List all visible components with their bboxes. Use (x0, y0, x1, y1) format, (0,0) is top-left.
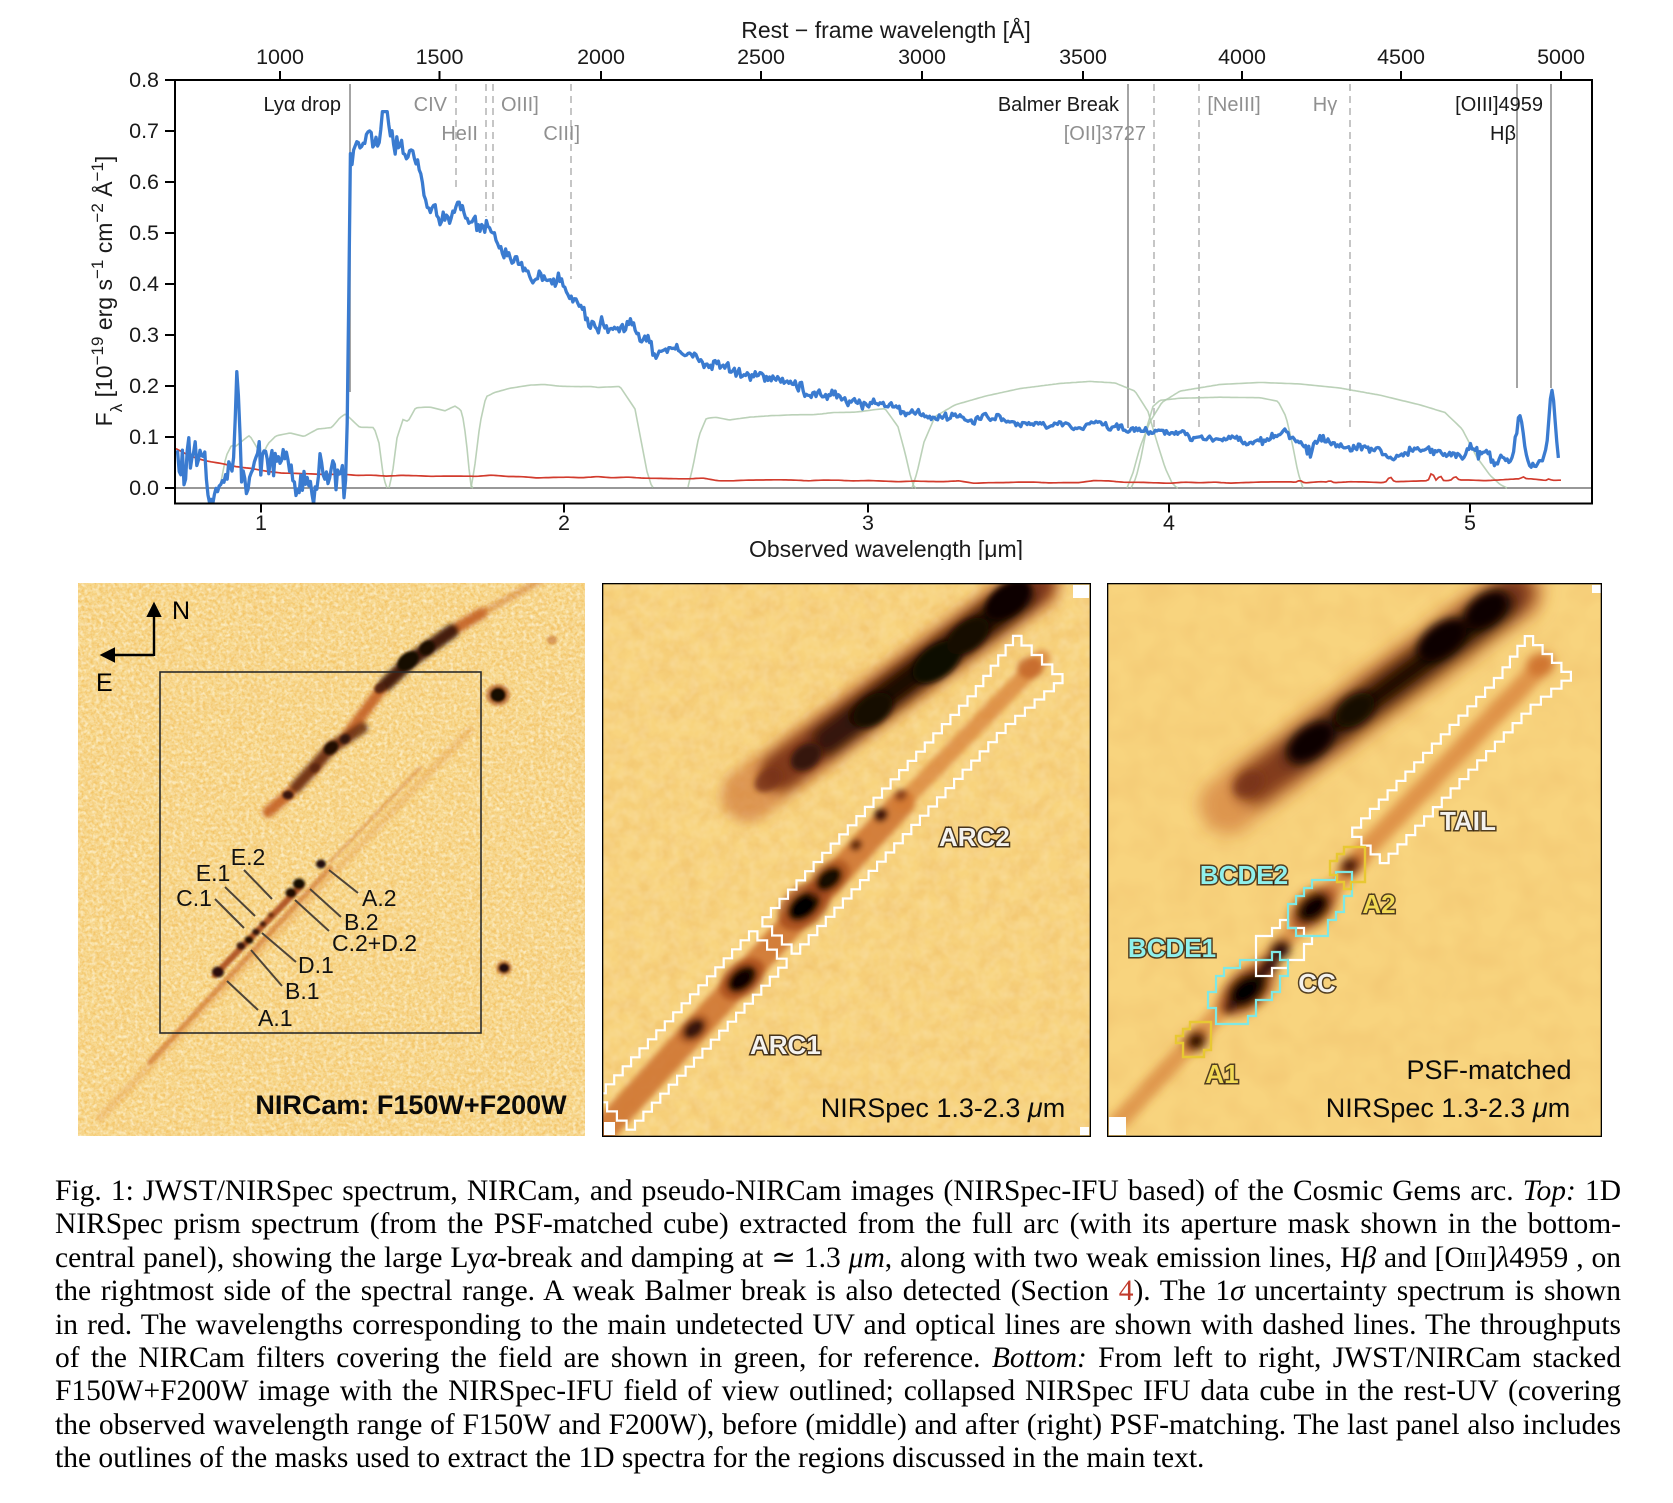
svg-text:3: 3 (862, 511, 874, 535)
svg-text:Fλ [10−19 erg s−1 cm−2 Å−1]: Fλ [10−19 erg s−1 cm−2 Å−1] (88, 156, 126, 427)
svg-text:0.4: 0.4 (129, 272, 159, 296)
svg-text:N: N (172, 597, 190, 625)
svg-text:0.5: 0.5 (129, 221, 159, 245)
svg-text:0.0: 0.0 (129, 476, 159, 500)
svg-text:1: 1 (255, 511, 267, 535)
svg-text:B.2: B.2 (344, 909, 379, 935)
svg-text:5000: 5000 (1537, 45, 1585, 69)
svg-text:0.6: 0.6 (129, 170, 159, 194)
svg-text:Lyα drop: Lyα drop (263, 94, 341, 116)
svg-text:CIV: CIV (414, 94, 448, 116)
svg-text:NIRCam: F150W+F200W: NIRCam: F150W+F200W (255, 1090, 567, 1120)
svg-text:0.2: 0.2 (129, 374, 159, 398)
svg-text:4500: 4500 (1377, 45, 1425, 69)
svg-text:C.2+D.2: C.2+D.2 (332, 930, 417, 956)
svg-text:3500: 3500 (1059, 45, 1107, 69)
svg-text:ARC2: ARC2 (939, 822, 1010, 852)
svg-text:PSF-matched: PSF-matched (1406, 1055, 1571, 1085)
svg-text:OIII]: OIII] (501, 94, 539, 116)
svg-text:B.1: B.1 (285, 978, 320, 1004)
svg-text:0.7: 0.7 (129, 119, 159, 143)
svg-text:NIRSpec 1.3-2.3 μm: NIRSpec 1.3-2.3 μm (821, 1093, 1065, 1123)
svg-text:Observed wavelength [μm]: Observed wavelength [μm] (749, 536, 1023, 560)
svg-text:C.1: C.1 (176, 885, 212, 911)
svg-text:0.3: 0.3 (129, 323, 159, 347)
svg-text:5: 5 (1464, 511, 1476, 535)
svg-text:4: 4 (1163, 511, 1175, 535)
svg-text:BCDE2: BCDE2 (1200, 860, 1288, 890)
svg-text:Hγ: Hγ (1313, 94, 1337, 116)
svg-text:A1: A1 (1205, 1059, 1238, 1089)
svg-text:D.1: D.1 (298, 952, 334, 978)
svg-text:4000: 4000 (1218, 45, 1266, 69)
svg-text:E: E (96, 669, 113, 697)
svg-text:A.1: A.1 (258, 1005, 293, 1031)
svg-text:Balmer Break: Balmer Break (998, 94, 1120, 116)
svg-text:1500: 1500 (416, 45, 464, 69)
svg-text:2500: 2500 (737, 45, 785, 69)
svg-text:3000: 3000 (898, 45, 946, 69)
svg-text:CIII]: CIII] (543, 123, 580, 145)
svg-text:A2: A2 (1362, 889, 1395, 919)
svg-text:A.2: A.2 (362, 885, 397, 911)
svg-text:Rest − frame wavelength [Å]: Rest − frame wavelength [Å] (741, 16, 1031, 43)
svg-text:2000: 2000 (577, 45, 625, 69)
svg-text:[OII]3727: [OII]3727 (1064, 123, 1146, 145)
svg-text:[OIII]4959: [OIII]4959 (1455, 94, 1543, 116)
svg-text:Hβ: Hβ (1490, 123, 1516, 145)
svg-text:0.1: 0.1 (129, 425, 159, 449)
svg-text:CC: CC (1298, 968, 1336, 998)
svg-text:E.2: E.2 (231, 844, 266, 870)
svg-text:1000: 1000 (256, 45, 304, 69)
svg-text:BCDE1: BCDE1 (1128, 933, 1216, 963)
svg-text:0.8: 0.8 (129, 68, 159, 92)
svg-text:2: 2 (558, 511, 570, 535)
svg-text:NIRSpec 1.3-2.3 μm: NIRSpec 1.3-2.3 μm (1326, 1093, 1570, 1123)
svg-text:E.1: E.1 (196, 860, 231, 886)
svg-text:ARC1: ARC1 (750, 1030, 821, 1060)
svg-text:HeII: HeII (441, 123, 478, 145)
svg-text:TAIL: TAIL (1440, 806, 1496, 836)
svg-text:[NeIII]: [NeIII] (1207, 94, 1260, 116)
